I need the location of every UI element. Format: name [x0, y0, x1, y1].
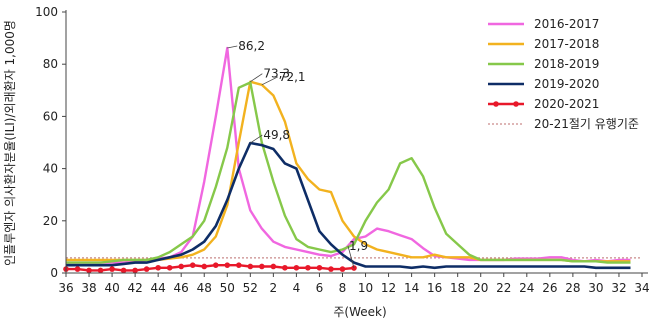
legend-marker — [513, 101, 519, 107]
series-point — [282, 264, 288, 271]
series-line-3 — [66, 141, 631, 270]
series-point — [201, 263, 208, 270]
x-tick-label: 24 — [519, 281, 534, 295]
x-tick-label: 2 — [270, 281, 278, 295]
series-point — [189, 262, 196, 268]
annotation-leader — [250, 73, 263, 83]
x-tick-label: 42 — [127, 281, 142, 295]
y-tick-label: 100 — [35, 5, 58, 19]
series-point — [166, 264, 173, 271]
legend-label: 2020-2021 — [534, 97, 599, 111]
series-layer — [63, 46, 631, 274]
series-point — [305, 264, 311, 271]
y-tick-label: 60 — [43, 109, 58, 123]
x-tick-label: 10 — [358, 281, 373, 295]
y-tick-label: 80 — [43, 57, 58, 71]
series-point — [259, 263, 265, 270]
y-tick-label: 40 — [43, 162, 58, 176]
annotation-label: 49,8 — [263, 128, 290, 142]
legend-marker — [493, 101, 499, 107]
series-point — [224, 262, 231, 268]
series-point — [339, 266, 346, 272]
annotation-label: 86,2 — [238, 39, 265, 53]
x-tick-label: 38 — [81, 281, 96, 295]
x-tick-label: 48 — [197, 281, 212, 295]
series-point — [97, 267, 104, 274]
series-point — [351, 265, 357, 271]
x-tick-label: 4 — [293, 281, 301, 295]
y-tick-label: 20 — [43, 214, 58, 228]
y-tick-label: 0 — [50, 266, 58, 280]
annotation-leader — [250, 134, 263, 144]
y-axis-title: 인플루엔자 의사환자분율(ILI)/외래환자 1,000명 — [3, 20, 17, 266]
legend: 2016-2017 2017-2018 2018-2019 2019-2020 2020… — [488, 17, 639, 131]
series-point — [316, 264, 323, 271]
x-tick-label: 36 — [58, 281, 73, 295]
legend-label: 20-21절기 유행기준 — [534, 116, 639, 131]
annotation-leader — [261, 76, 279, 86]
annotation-layer: 86,2 73,372,1 49,8 1,9 — [227, 39, 368, 269]
annotation-label: 73,3 — [263, 67, 290, 81]
annotation-leader — [227, 45, 238, 49]
series-point — [86, 267, 92, 274]
legend-label: 2019-2020 — [534, 77, 599, 91]
legend-label: 2016-2017 — [534, 17, 599, 31]
x-tick-label: 20 — [473, 281, 488, 295]
x-tick-label: 44 — [151, 281, 166, 295]
x-tick-label: 32 — [611, 281, 626, 295]
x-tick-label: 30 — [588, 281, 603, 295]
x-tick-label: 16 — [427, 281, 442, 295]
annotation-label: 1,9 — [349, 239, 368, 253]
x-tick-label: 34 — [634, 281, 649, 295]
series-point — [328, 266, 334, 272]
legend-label: 2017-2018 — [534, 37, 599, 51]
x-axis-title: 주(Week) — [333, 305, 386, 319]
series-point — [74, 266, 81, 272]
x-tick-label: 12 — [381, 281, 396, 295]
x-tick-label: 28 — [565, 281, 580, 295]
series-point — [247, 263, 254, 270]
x-tick-label: 52 — [243, 281, 258, 295]
series-point — [109, 266, 115, 272]
x-tick-label: 6 — [316, 281, 324, 295]
series-point — [212, 262, 219, 268]
x-tick-label: 26 — [542, 281, 557, 295]
annotation-leader — [347, 245, 355, 269]
x-tick-label: 18 — [450, 281, 465, 295]
series-point — [236, 262, 242, 268]
series-point — [155, 264, 161, 271]
x-tick-label: 8 — [339, 281, 347, 295]
annotation-label: 72,1 — [279, 70, 306, 84]
series-point — [270, 263, 277, 270]
x-tick-label: 50 — [220, 281, 235, 295]
x-tick-label: 46 — [174, 281, 189, 295]
legend-label: 2018-2019 — [534, 57, 599, 71]
series-point — [293, 264, 300, 271]
x-tick-label: 14 — [404, 281, 419, 295]
series-point — [178, 263, 184, 270]
x-tick-label: 40 — [104, 281, 119, 295]
series-point — [143, 266, 150, 272]
series-point — [120, 267, 127, 274]
x-tick-label: 22 — [496, 281, 511, 295]
series-point — [132, 267, 138, 274]
